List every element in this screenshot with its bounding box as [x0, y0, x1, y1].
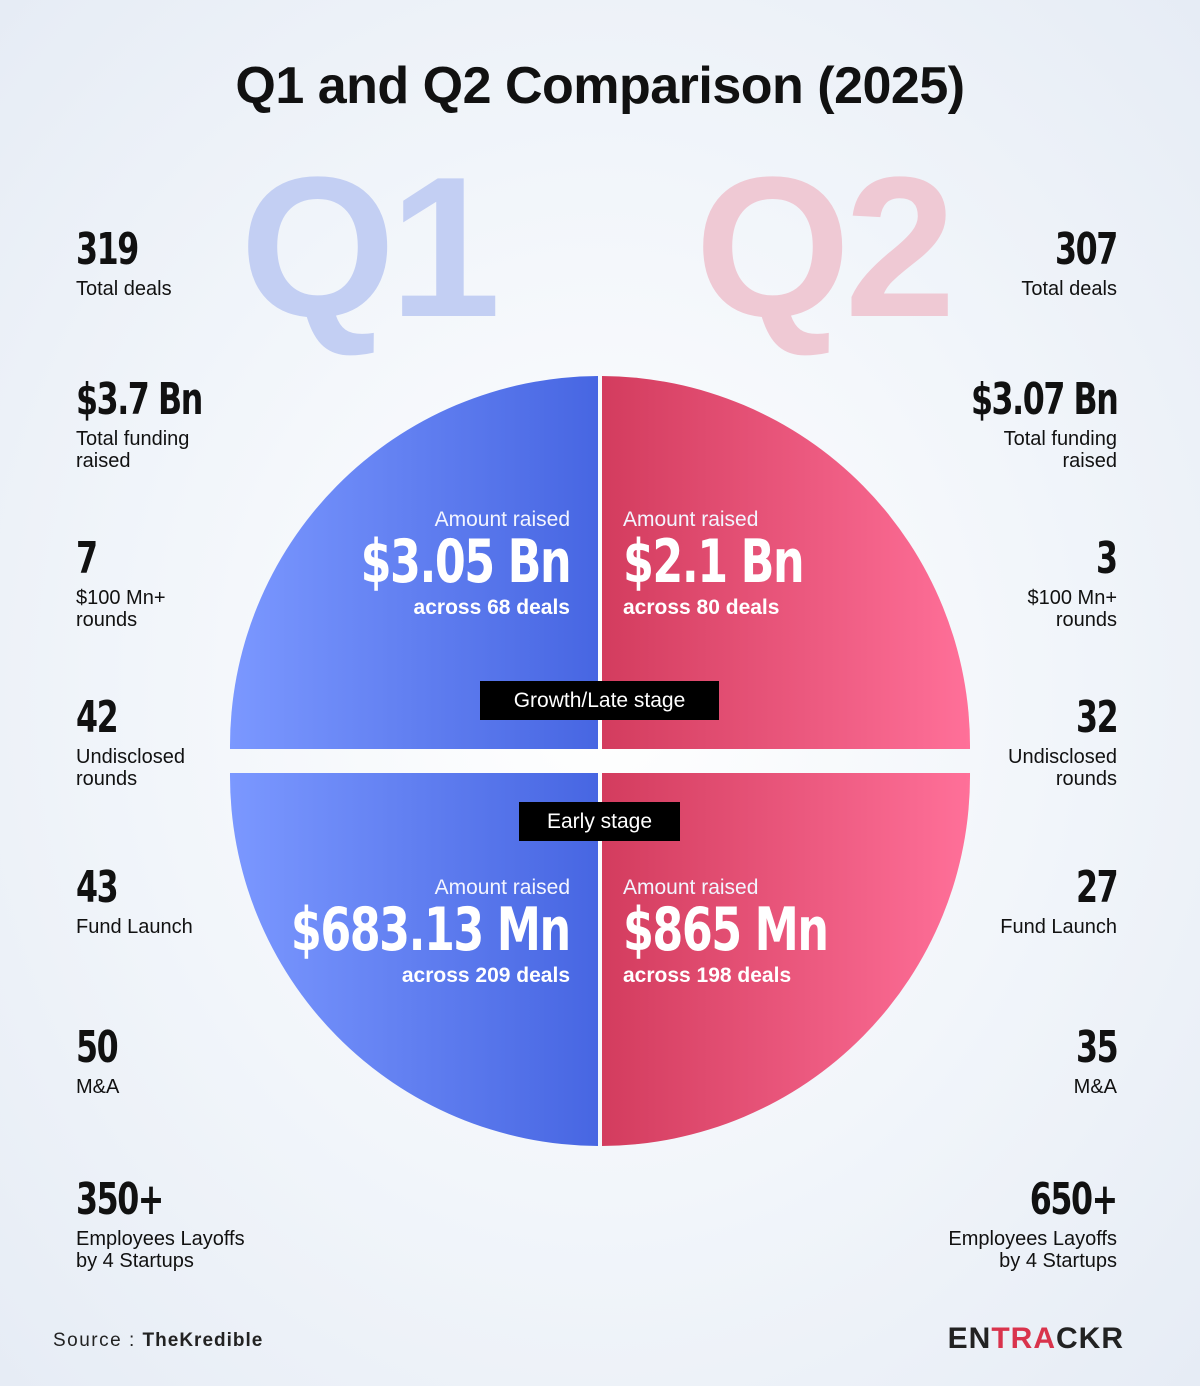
page-title: Q1 and Q2 Comparison (2025) [235, 57, 965, 115]
q2-stat-100mn-rounds: 3 $100 Mn+ rounds [857, 533, 1118, 632]
stat-label: Fund Launch [76, 916, 193, 938]
stat-label: Total funding raised [76, 428, 190, 472]
q2-early-info: Amount raised $865 Mn across 198 deals [623, 876, 899, 988]
q1-early-deals: across 209 deals [401, 964, 570, 987]
q1-stat-layoffs: 350+ Employees Layoffs by 4 Startups [76, 1174, 336, 1273]
q1-stat-mna: 50 M&A [76, 1022, 336, 1099]
source-label: Source : [53, 1330, 136, 1351]
stat-value: 32 [1075, 692, 1119, 743]
q2-stat-mna: 35 M&A [857, 1022, 1119, 1099]
amount-caption: Amount raised [623, 876, 759, 899]
stat-value: 50 [76, 1022, 119, 1073]
source-credit: Source : TheKredible [53, 1330, 263, 1352]
q2-stat-total-funding: $3.07 Bn Total funding raised [857, 374, 1119, 473]
stat-label: M&A [76, 1076, 120, 1098]
q2-stat-fund-launch: 27 Fund Launch [857, 862, 1119, 939]
stat-value: 7 [76, 533, 98, 584]
stat-label: Undisclosed rounds [1008, 746, 1117, 790]
q2-growth-info: Amount raised $2.1 Bn across 80 deals [623, 508, 866, 620]
q1-stat-100mn-rounds: 7 $100 Mn+ rounds [76, 533, 336, 632]
stat-value: 319 [76, 224, 139, 275]
q2-stat-total-deals: 307 Total deals [857, 224, 1118, 301]
stat-value: 42 [76, 692, 119, 743]
stat-label: Total funding raised [1003, 428, 1117, 472]
stat-value: 650+ [1030, 1174, 1118, 1225]
stat-value: 27 [1075, 862, 1119, 913]
brand-part-2: CKR [1056, 1322, 1124, 1355]
q1-growth-deals: across 68 deals [413, 596, 570, 619]
stat-label: Employees Layoffs by 4 Startups [76, 1228, 245, 1272]
q2-growth-deals: across 80 deals [623, 596, 780, 619]
q1-growth-info: Amount raised $3.05 Bn across 68 deals [287, 508, 571, 620]
q2-growth-quadrant [602, 376, 971, 749]
stat-value: 3 [1096, 533, 1118, 584]
q1-early-quadrant [229, 773, 599, 1146]
stat-label: $100 Mn+ rounds [76, 587, 166, 631]
q1-stat-undisclosed: 42 Undisclosed rounds [76, 692, 336, 791]
early-stage-badge: Early stage [519, 802, 680, 841]
stat-value: 350+ [76, 1174, 164, 1225]
amount-caption: Amount raised [623, 508, 759, 531]
stat-value: $3.7 Bn [76, 374, 203, 425]
stat-value: 43 [76, 862, 119, 913]
stat-label: Undisclosed rounds [76, 746, 185, 790]
q1-stat-total-funding: $3.7 Bn Total funding raised [76, 374, 336, 473]
stat-label: Employees Layoffs by 4 Startups [948, 1228, 1117, 1272]
stat-label: M&A [1073, 1076, 1117, 1098]
stat-label: $100 Mn+ rounds [1027, 587, 1117, 631]
q2-watermark: Q2 [695, 136, 956, 359]
q1-early-info: Amount raised $683.13 Mn across 209 deal… [193, 876, 571, 988]
stat-value: 35 [1075, 1022, 1119, 1073]
q1-early-amount: $683.13 Mn [291, 895, 571, 965]
growth-stage-badge: Growth/Late stage [480, 681, 719, 720]
stat-value: 307 [1055, 224, 1118, 275]
q2-stat-undisclosed: 32 Undisclosed rounds [857, 692, 1119, 791]
q1-stat-fund-launch: 43 Fund Launch [76, 862, 336, 939]
q2-stat-layoffs: 650+ Employees Layoffs by 4 Startups [857, 1174, 1118, 1273]
stat-label: Fund Launch [1000, 916, 1117, 938]
amount-caption: Amount raised [434, 508, 570, 531]
q2-growth-amount: $2.1 Bn [623, 527, 805, 597]
q2-early-amount: $865 Mn [623, 895, 829, 965]
q1-growth-quadrant [229, 376, 598, 749]
q1-watermark: Q1 [240, 136, 501, 359]
brand-part-accent: TRA [991, 1322, 1056, 1355]
q1-stat-total-deals: 319 Total deals [76, 224, 336, 301]
amount-caption: Amount raised [434, 876, 570, 899]
stat-label: Total deals [76, 278, 172, 300]
q1-growth-amount: $3.05 Bn [360, 527, 571, 597]
source-name: TheKredible [142, 1330, 264, 1351]
stat-value: $3.07 Bn [970, 374, 1119, 425]
brand-logo: ENTRACKR [948, 1322, 1124, 1356]
stat-label: Total deals [1021, 278, 1117, 300]
q2-early-quadrant [602, 773, 971, 1146]
q2-early-deals: across 198 deals [623, 964, 792, 987]
brand-part-1: EN [947, 1322, 992, 1355]
